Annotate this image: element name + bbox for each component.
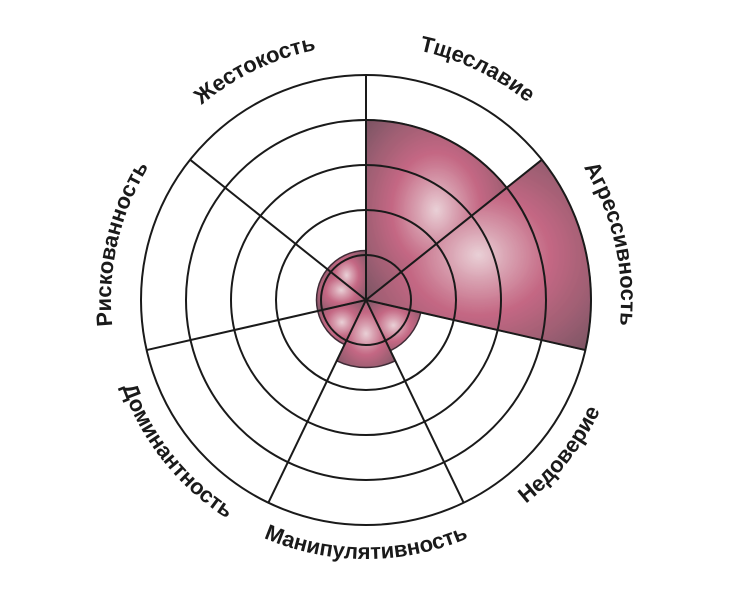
sectors-group bbox=[317, 120, 592, 368]
axis-label-5: Рискованность bbox=[91, 156, 153, 327]
polar-chart: ТщеславиеАгрессивностьНедовериеМанипулят… bbox=[0, 0, 732, 600]
axis-label-3: Манипулятивность bbox=[262, 519, 471, 564]
polar-chart-svg: ТщеславиеАгрессивностьНедовериеМанипулят… bbox=[0, 0, 732, 600]
axis-label-0: Тщеславие bbox=[418, 31, 540, 107]
axis-label-6: Жестокость bbox=[188, 30, 317, 109]
axis-label-4: Доминантность bbox=[117, 380, 238, 523]
